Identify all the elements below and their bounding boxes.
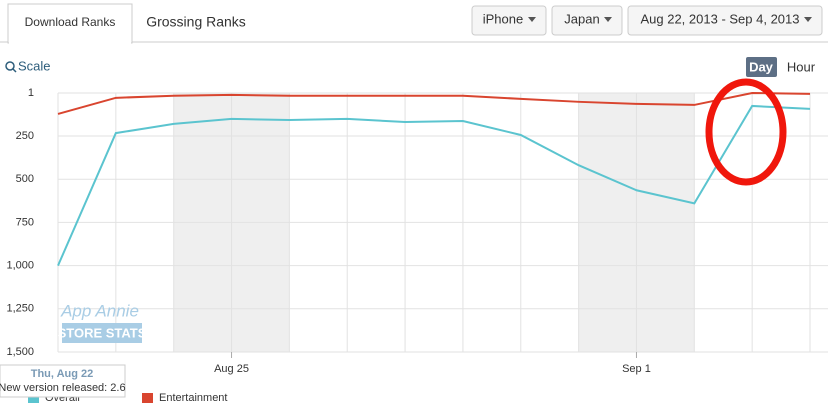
legend-swatch (28, 393, 39, 403)
tooltip-text: New version released: 2.6 (0, 382, 126, 394)
watermark-box (62, 323, 142, 343)
zoom-icon[interactable] (5, 61, 15, 71)
day-button[interactable] (746, 57, 777, 77)
y-tick-label: 1,500 (6, 346, 34, 358)
tooltip (0, 364, 126, 398)
y-tick-label: 1 (28, 87, 34, 99)
y-tick-label: 750 (16, 216, 34, 228)
caret (804, 17, 812, 22)
watermark: App Annie (60, 301, 139, 320)
caret (604, 17, 612, 22)
y-tick-label: 250 (16, 130, 34, 142)
x-tick-label: Aug 25 (214, 363, 249, 375)
series-line (57, 91, 811, 115)
dropdown-label[interactable]: iPhone (483, 11, 523, 26)
legend-swatch (142, 393, 153, 403)
tab[interactable]: Download Ranks (25, 15, 116, 29)
dropdown[interactable] (471, 5, 547, 36)
highlight-circle (705, 78, 787, 186)
tooltip-date: Thu, Aug 22 (31, 368, 94, 380)
plot: 1 250 500 750 1,000 1,250 1,500 Aug 25 Sep 1 (6, 87, 828, 375)
dropdown[interactable] (627, 5, 823, 36)
y-tick-label: 500 (16, 173, 34, 185)
tab-active-cover (9, 40, 131, 44)
scale-button[interactable]: Scale (18, 58, 51, 73)
day-label[interactable]: Day (749, 59, 774, 74)
hour-label[interactable]: Hour (787, 59, 816, 74)
y-tick-label: 1,250 (6, 303, 34, 315)
dropdown[interactable] (551, 5, 623, 36)
y-tick-label: 1,000 (6, 260, 34, 272)
watermark: STORE STATS (58, 325, 147, 340)
zoom-icon (12, 68, 17, 73)
tab[interactable]: Grossing Ranks (146, 14, 246, 30)
series-line (57, 104, 811, 267)
legend-label: Entertainment (159, 392, 227, 403)
dropdown-label[interactable]: Japan (564, 11, 599, 26)
caret (528, 17, 536, 22)
x-tick-label: Sep 1 (622, 363, 651, 375)
dropdown-label[interactable]: Aug 22, 2013 - Sep 4, 2013 (640, 11, 799, 26)
